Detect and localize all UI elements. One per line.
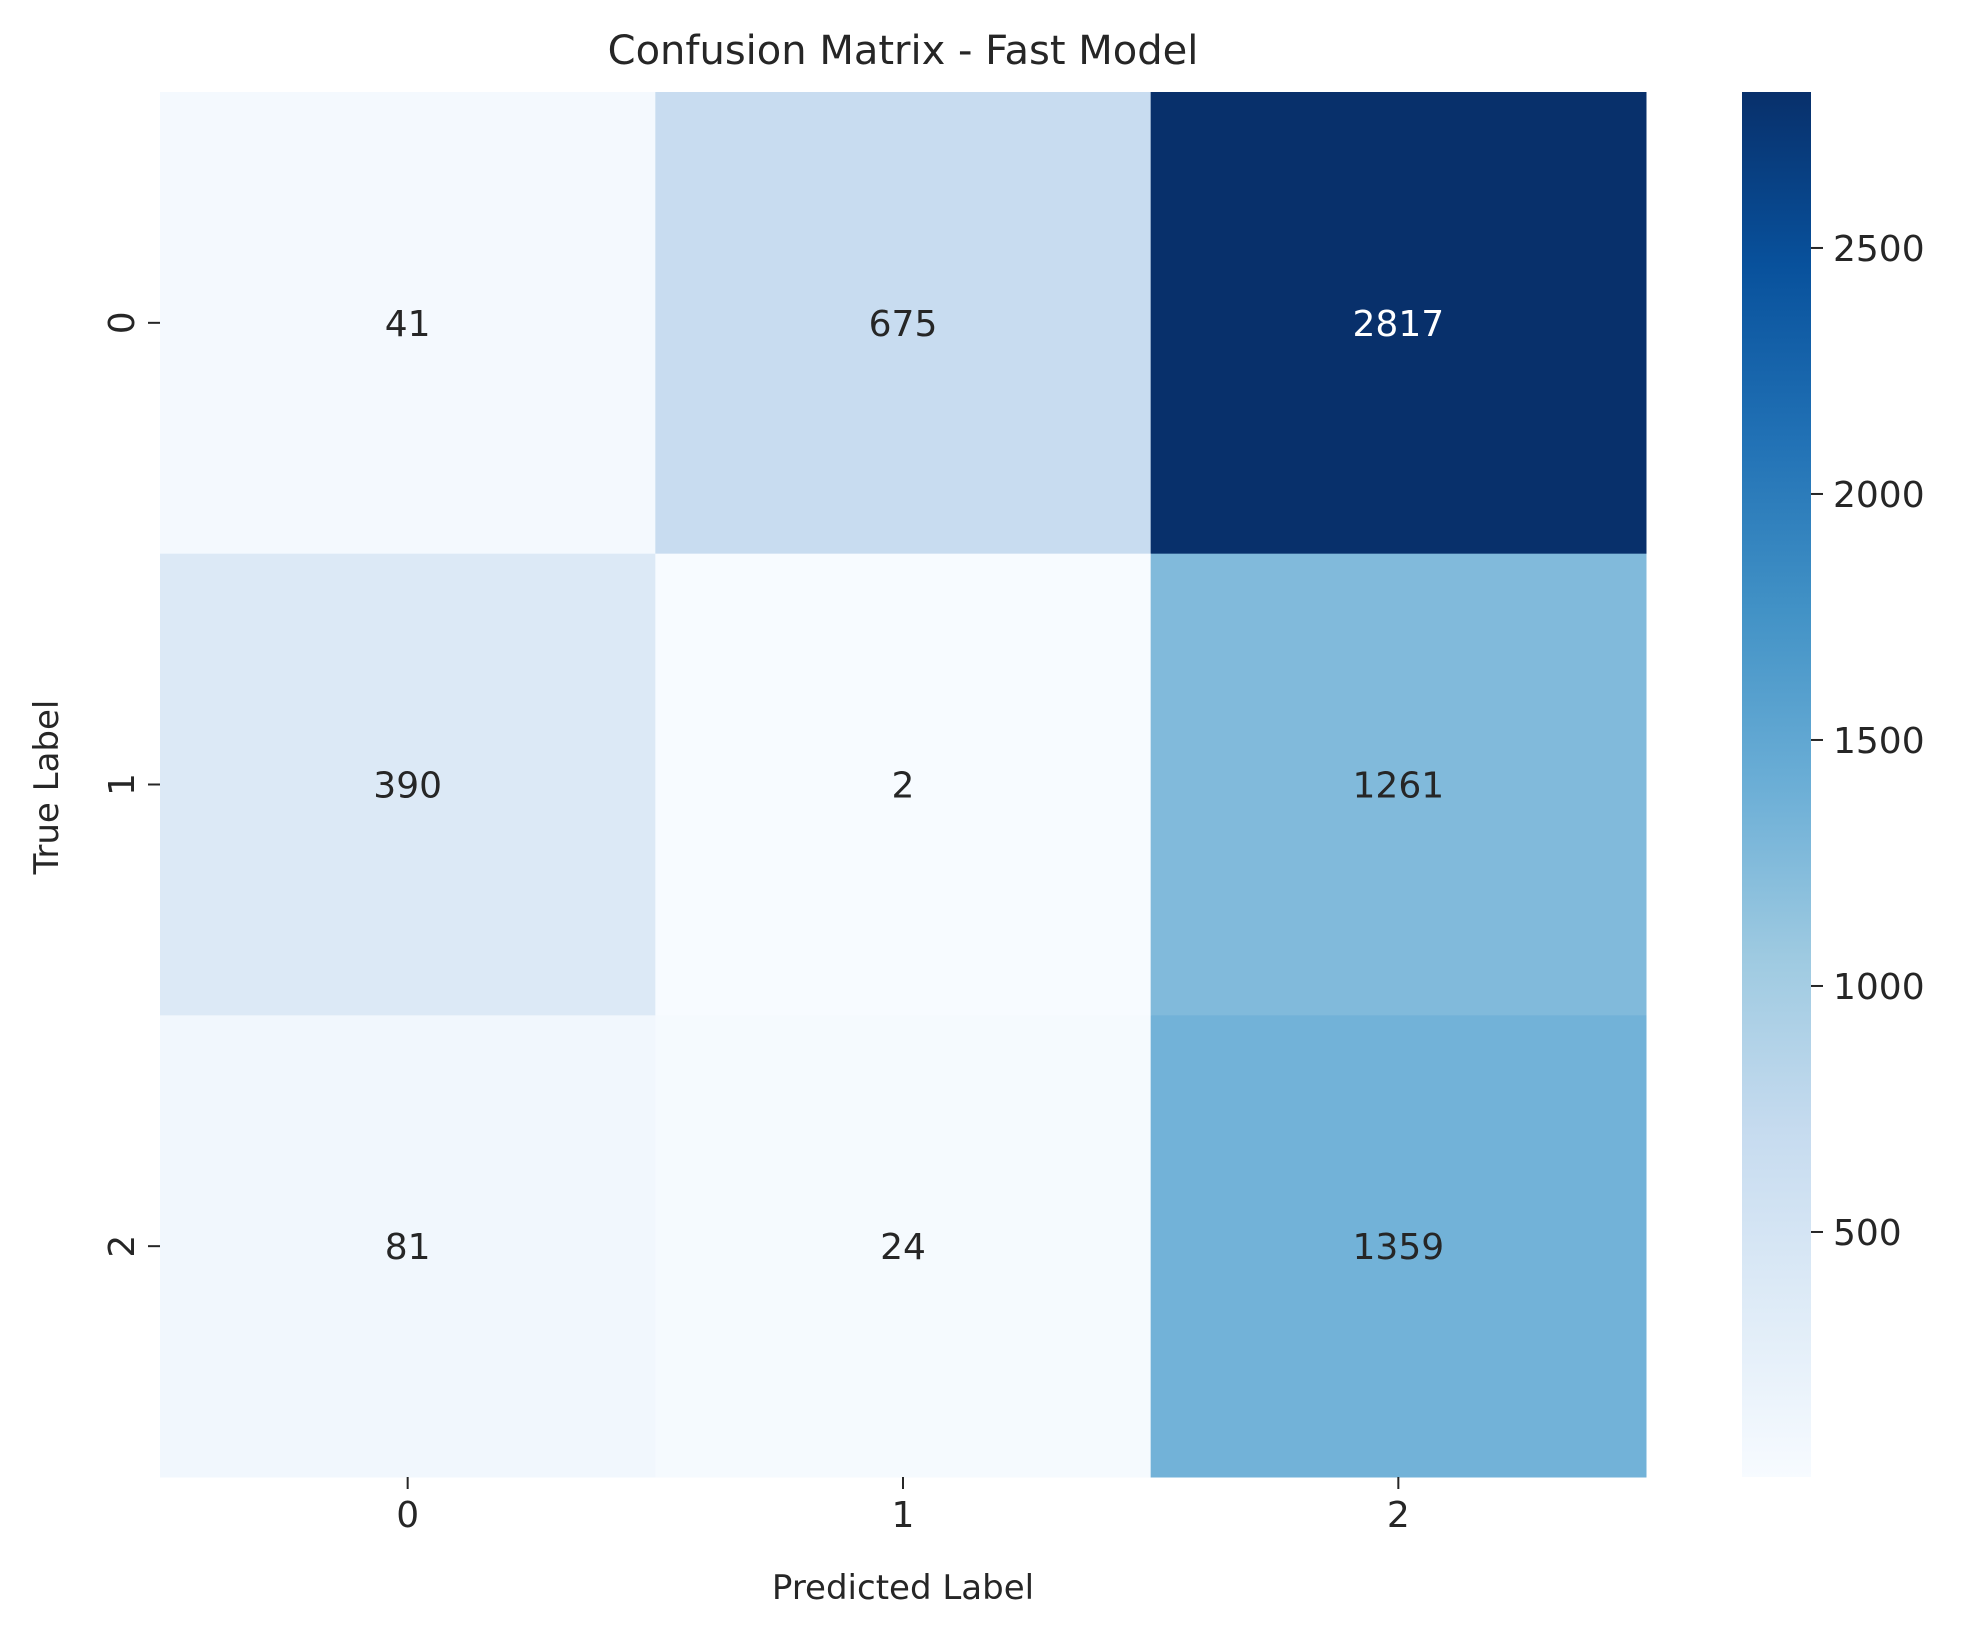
- y-axis-label: True Label: [27, 700, 67, 876]
- colorbar: [1742, 92, 1811, 1477]
- y-axis: 0 1 2: [102, 311, 160, 1258]
- heatmap-cell-r2-c2: [1150, 1015, 1647, 1478]
- heatmap-cell-r2-c1: [655, 1015, 1152, 1478]
- x-tick-label-1: 1: [892, 1495, 915, 1536]
- x-axis: 0 1 2: [396, 1477, 1410, 1536]
- cell-value-r1-c0: 390: [373, 766, 442, 807]
- cell-value-r1-c1: 2: [892, 766, 915, 807]
- x-axis-label: Predicted Label: [772, 1568, 1034, 1608]
- cell-value-r2-c0: 81: [385, 1227, 431, 1268]
- heatmap-cell-r0-c2: [1150, 92, 1647, 555]
- heatmap-cells: [160, 92, 1647, 1478]
- chart-title: Confusion Matrix - Fast Model: [608, 28, 1199, 74]
- colorbar-tick-label-2000: 2000: [1833, 475, 1925, 516]
- heatmap-annotations: 41 675 2817 390 2 1261 81 24 1359: [373, 304, 1444, 1268]
- cell-value-r0-c2: 2817: [1353, 304, 1445, 345]
- heatmap-cell-r1-c1: [655, 553, 1152, 1016]
- colorbar-tick-label-500: 500: [1833, 1213, 1902, 1254]
- colorbar-tick-label-1000: 1000: [1833, 967, 1925, 1008]
- cell-value-r0-c1: 675: [869, 304, 938, 345]
- heatmap-cell-r0-c0: [160, 92, 656, 555]
- colorbar-axis: 500 1000 1500 2000 2500: [1811, 229, 1925, 1254]
- x-tick-label-2: 2: [1387, 1495, 1410, 1536]
- cell-value-r1-c2: 1261: [1353, 766, 1445, 807]
- colorbar-tick-label-1500: 1500: [1833, 721, 1925, 762]
- y-tick-label-2: 2: [102, 1235, 143, 1258]
- cell-value-r2-c1: 24: [880, 1227, 926, 1268]
- cell-value-r0-c0: 41: [385, 304, 431, 345]
- cell-value-r2-c2: 1359: [1353, 1227, 1445, 1268]
- y-tick-label-1: 1: [102, 773, 143, 796]
- heatmap-cell-r0-c1: [655, 92, 1152, 555]
- heatmap-cell-r2-c0: [160, 1015, 656, 1478]
- x-tick-label-0: 0: [396, 1495, 419, 1536]
- heatmap-cell-r1-c2: [1150, 553, 1647, 1016]
- colorbar-tick-label-2500: 2500: [1833, 229, 1925, 270]
- heatmap-cell-r1-c0: [160, 553, 656, 1016]
- y-tick-label-0: 0: [102, 311, 143, 334]
